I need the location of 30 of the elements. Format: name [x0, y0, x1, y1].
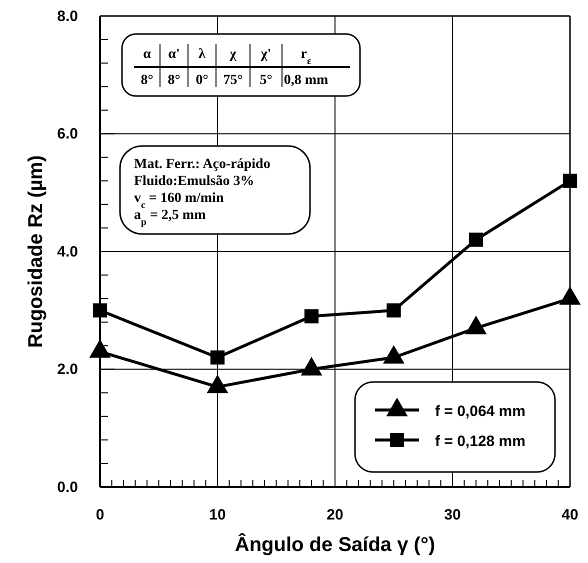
y-tick-label: 0.0	[57, 478, 78, 496]
annotation: α	[143, 47, 152, 62]
y-tick-label: 4.0	[57, 243, 78, 260]
x-tick-label: 30	[444, 506, 461, 524]
annotation: Mat. Ferr.: Aço-rápido	[134, 157, 270, 172]
annotation: a$_{p}$ = 2,5 mm	[134, 208, 206, 228]
annotation: χ'	[260, 47, 272, 62]
annotation: λ	[198, 47, 206, 62]
x-tick-label: 10	[209, 506, 226, 524]
annotation: α'	[168, 47, 180, 62]
annotation: v$_{c}$ = 160 m/min	[134, 191, 224, 210]
annotation: 75°	[223, 73, 243, 88]
annotation: 0,8 mm	[284, 73, 328, 88]
x-tick-label: 20	[326, 506, 344, 524]
legend-label: f = 0,064 mm	[435, 403, 526, 420]
y-tick-label: 8.0	[57, 8, 78, 25]
y-tick-label: 2.0	[57, 361, 78, 378]
annotation: 8°	[140, 73, 154, 88]
annotation: Fluido:Emulsão 3%	[134, 174, 254, 189]
annotation: r$_{ε}$	[300, 47, 312, 66]
legend-label: f = 0,128 mm	[435, 433, 526, 450]
x-axis-title: Ângulo de Saída γ (°)	[234, 533, 436, 556]
annotation: 0°	[196, 73, 208, 88]
y-tick-label: 6.0	[57, 126, 78, 143]
y-axis-title: Rugosidade Rz (µm)	[25, 155, 47, 348]
annotation: 8°	[168, 73, 180, 88]
x-tick-label: 40	[562, 506, 578, 524]
x-tick-label: 0	[96, 506, 104, 524]
annotation: χ	[228, 47, 237, 62]
annotation: 5°	[260, 73, 272, 88]
